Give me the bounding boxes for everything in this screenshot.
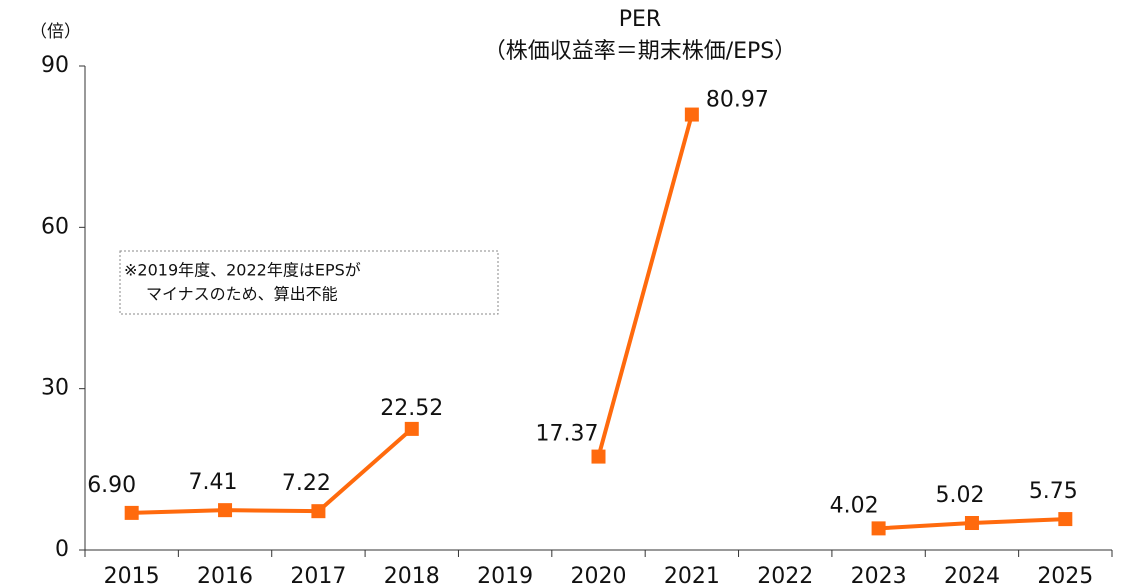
marker xyxy=(684,107,699,122)
x-tick-label: 2017 xyxy=(290,564,346,588)
annotation: ※2019年度、2022年度はEPSが xyxy=(124,261,361,280)
y-tick-label: 0 xyxy=(55,537,69,562)
x-tick-label: 2018 xyxy=(384,564,440,588)
line xyxy=(131,114,1066,531)
data-label: 7.22 xyxy=(282,471,331,496)
data-label: 17.37 xyxy=(536,422,599,447)
marker xyxy=(964,516,979,531)
y-tick-label: 90 xyxy=(41,53,69,78)
x-tick-label: 2019 xyxy=(477,564,533,588)
data-label: 22.52 xyxy=(380,396,443,421)
x-tick-label: 2020 xyxy=(571,564,627,588)
x-tick-label: 2021 xyxy=(664,564,720,588)
annotation: マイナスのため、算出不能 xyxy=(146,285,338,304)
data-label: 5.75 xyxy=(1029,479,1078,504)
chart-title: PER xyxy=(619,7,661,32)
x-tick-label: 2022 xyxy=(757,564,813,588)
y-tick-label: 60 xyxy=(41,214,69,239)
data-label: 6.90 xyxy=(87,473,136,498)
y-axis-label: （倍） xyxy=(30,22,81,42)
x-tick-label: 2023 xyxy=(851,564,907,588)
marker xyxy=(1058,512,1073,527)
marker xyxy=(218,503,233,518)
y-tick-label: 30 xyxy=(41,376,69,401)
chart-subtitle: （株価収益率＝期末株価/EPS） xyxy=(484,39,797,64)
x-tick-label: 2025 xyxy=(1037,564,1093,588)
x-tick-label: 2024 xyxy=(944,564,1000,588)
data-label: 5.02 xyxy=(935,483,984,508)
marker xyxy=(311,504,326,519)
data-label: 80.97 xyxy=(706,88,769,113)
marker xyxy=(871,521,886,536)
data-label: 7.41 xyxy=(189,470,238,495)
x-tick-label: 2016 xyxy=(197,564,253,588)
marker xyxy=(124,505,139,520)
data-label: 4.02 xyxy=(830,493,879,518)
marker xyxy=(404,421,419,436)
x-tick-label: 2015 xyxy=(104,564,160,588)
annotation-box xyxy=(119,250,499,315)
marker xyxy=(591,449,606,464)
